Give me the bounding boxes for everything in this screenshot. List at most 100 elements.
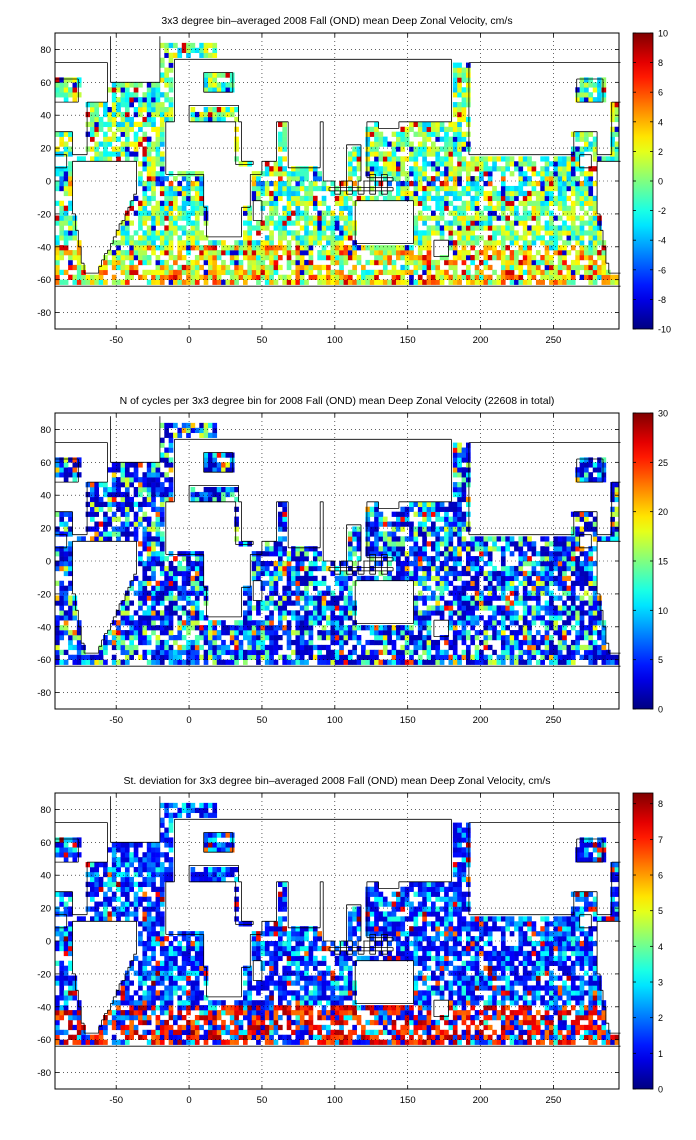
data-bin — [55, 166, 60, 172]
data-bin — [343, 225, 349, 231]
data-bin — [474, 200, 480, 206]
data-bin — [426, 531, 432, 537]
data-bin — [435, 556, 441, 562]
data-bin — [107, 516, 113, 522]
data-bin — [129, 92, 134, 98]
data-bin — [426, 541, 432, 547]
data-bin — [120, 496, 126, 503]
data-bin — [107, 156, 113, 162]
data-bin — [347, 195, 353, 202]
data-bin — [592, 156, 598, 162]
data-bin — [426, 556, 432, 562]
data-bin — [107, 121, 113, 128]
data-bin — [308, 565, 314, 572]
data-bin — [269, 245, 274, 251]
data-bin — [312, 605, 318, 611]
data-bin — [439, 181, 445, 187]
data-bin — [251, 654, 257, 660]
data-bin — [59, 166, 65, 172]
data-bin — [452, 176, 458, 182]
data-bin — [474, 590, 480, 596]
data-bin — [216, 269, 222, 276]
data-bin — [168, 467, 174, 473]
data-bin — [448, 521, 454, 527]
data-bin — [247, 250, 253, 256]
data-bin — [435, 511, 441, 517]
data-bin — [496, 580, 502, 586]
data-bin — [124, 531, 130, 537]
data-bin — [570, 245, 576, 251]
data-bin — [452, 639, 458, 646]
data-bin — [103, 639, 108, 646]
data-bin — [597, 230, 602, 236]
data-bin — [492, 205, 497, 211]
data-bin — [426, 644, 432, 651]
data-bin — [59, 230, 65, 236]
data-bin — [164, 595, 169, 601]
data-bin — [492, 166, 497, 172]
data-bin — [457, 491, 462, 498]
data-bin — [199, 654, 204, 660]
data-bin — [317, 235, 322, 241]
data-bin — [295, 659, 301, 665]
data-bin — [299, 259, 305, 266]
data-bin — [518, 259, 524, 266]
data-bin — [164, 235, 169, 241]
data-bin — [540, 565, 545, 572]
data-bin — [146, 181, 152, 187]
data-bin — [518, 580, 524, 586]
data-bin — [601, 82, 607, 88]
data-bin — [339, 595, 344, 601]
data-bin — [479, 259, 484, 266]
data-bin — [540, 585, 545, 591]
data-bin — [413, 151, 419, 157]
data-bin — [194, 649, 200, 656]
data-bin — [422, 200, 427, 206]
data-bin — [308, 600, 314, 606]
data-bin — [168, 87, 174, 93]
data-bin — [124, 97, 130, 103]
data-bin — [426, 565, 432, 572]
data-bin — [269, 264, 274, 271]
data-bin — [452, 111, 458, 118]
data-bin — [413, 605, 419, 611]
data-bin — [409, 190, 414, 197]
data-bin — [566, 176, 572, 182]
data-bin — [133, 635, 139, 641]
data-bin — [116, 531, 121, 537]
data-bin — [247, 259, 253, 266]
data-bin — [557, 269, 563, 276]
data-bin — [347, 166, 353, 172]
data-bin — [527, 644, 532, 651]
data-bin — [63, 531, 69, 537]
data-bin — [186, 649, 191, 656]
data-bin — [68, 235, 73, 241]
data-bin — [347, 156, 353, 162]
data-bin — [111, 630, 117, 636]
data-bin — [155, 97, 161, 103]
data-bin — [326, 659, 331, 665]
data-bin — [138, 126, 143, 132]
data-bin — [553, 161, 559, 167]
data-bin — [522, 575, 528, 582]
data-bin — [461, 274, 467, 280]
data-bin — [496, 274, 502, 280]
data-bin — [59, 580, 65, 586]
data-bin — [173, 225, 178, 231]
data-bin — [575, 195, 580, 202]
data-bin — [579, 171, 585, 177]
data-bin — [500, 215, 506, 221]
data-bin — [347, 245, 353, 251]
data-bin — [291, 630, 296, 636]
data-bin — [63, 230, 69, 236]
data-bin — [378, 131, 384, 137]
data-bin — [146, 225, 152, 231]
data-bin — [63, 477, 69, 483]
data-bin — [124, 610, 130, 616]
data-bin — [374, 639, 379, 646]
data-bin — [500, 240, 506, 246]
data-bin — [308, 546, 314, 552]
data-bin — [186, 551, 191, 557]
data-bin — [492, 245, 497, 251]
data-bin — [291, 659, 296, 665]
